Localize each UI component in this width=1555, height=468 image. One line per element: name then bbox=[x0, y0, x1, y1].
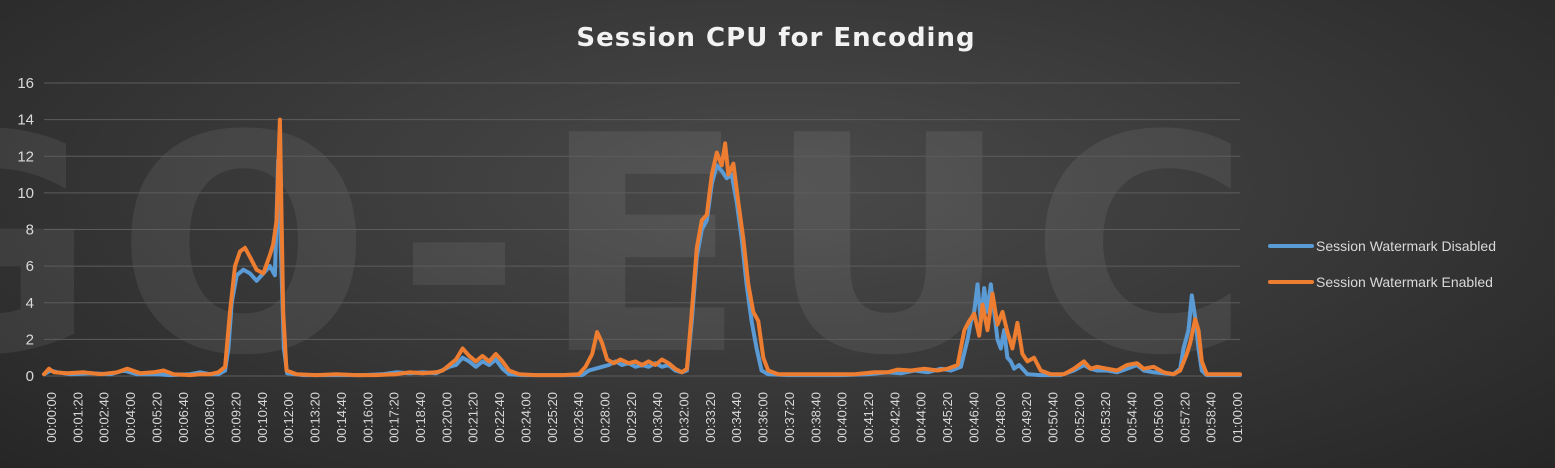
x-tick-label: 00:16:00 bbox=[360, 392, 375, 443]
y-axis-tick-labels: 0 2 4 6 8 10 12 14 16 bbox=[17, 75, 34, 385]
x-tick-label: 00:48:00 bbox=[993, 392, 1008, 443]
x-tick-label: 00:54:40 bbox=[1125, 392, 1140, 443]
y-tick-label: 4 bbox=[26, 295, 34, 312]
x-tick-label: 00:10:40 bbox=[255, 392, 270, 443]
legend-label: Session Watermark Enabled bbox=[1316, 274, 1493, 290]
x-tick-label: 00:40:00 bbox=[835, 392, 850, 443]
x-tick-label: 00:01:20 bbox=[70, 392, 85, 443]
x-tick-label: 00:25:20 bbox=[545, 392, 560, 443]
x-tick-label: 00:21:20 bbox=[466, 392, 481, 443]
x-tick-label: 00:34:40 bbox=[729, 392, 744, 443]
x-tick-label: 00:00:00 bbox=[44, 392, 59, 443]
x-tick-label: 00:53:20 bbox=[1098, 392, 1113, 443]
x-tick-label: 00:50:40 bbox=[1046, 392, 1061, 443]
x-tick-label: 00:46:40 bbox=[966, 392, 981, 443]
x-tick-label: 00:33:20 bbox=[703, 392, 718, 443]
x-tick-label: 00:37:20 bbox=[782, 392, 797, 443]
x-tick-label: 00:24:00 bbox=[518, 392, 533, 443]
x-tick-label: 00:18:40 bbox=[413, 392, 428, 443]
x-tick-label: 00:41:20 bbox=[861, 392, 876, 443]
x-tick-label: 00:14:40 bbox=[334, 392, 349, 443]
x-tick-label: 00:04:00 bbox=[123, 392, 138, 443]
x-tick-label: 00:06:40 bbox=[176, 392, 191, 443]
y-tick-label: 8 bbox=[26, 222, 34, 239]
x-tick-label: 00:28:00 bbox=[597, 392, 612, 443]
x-tick-label: 00:08:00 bbox=[202, 392, 217, 443]
y-tick-label: 0 bbox=[26, 368, 34, 385]
x-tick-label: 00:42:40 bbox=[887, 392, 902, 443]
x-tick-label: 00:29:20 bbox=[624, 392, 639, 443]
x-tick-label: 00:32:00 bbox=[677, 392, 692, 443]
x-tick-label: 00:17:20 bbox=[387, 392, 402, 443]
x-tick-label: 00:26:40 bbox=[571, 392, 586, 443]
x-tick-label: 00:20:00 bbox=[439, 392, 454, 443]
legend: Session Watermark Disabled Session Waterm… bbox=[1268, 238, 1496, 290]
x-tick-label: 00:12:00 bbox=[281, 392, 296, 443]
legend-label: Session Watermark Disabled bbox=[1316, 238, 1496, 254]
series-lines bbox=[42, 117, 1242, 378]
x-tick-label: 00:38:40 bbox=[808, 392, 823, 443]
series-line-2 bbox=[42, 117, 1242, 378]
x-tick-label: 00:05:20 bbox=[149, 392, 164, 443]
x-tick-label: 00:13:20 bbox=[308, 392, 323, 443]
x-tick-label: 00:44:00 bbox=[914, 392, 929, 443]
gridlines bbox=[44, 82, 1240, 377]
x-tick-label: 00:36:00 bbox=[756, 392, 771, 443]
x-tick-label: 01:00:00 bbox=[1230, 392, 1245, 443]
y-tick-label: 2 bbox=[26, 331, 34, 348]
x-tick-label: 00:57:20 bbox=[1177, 392, 1192, 443]
x-axis-tick-labels: 00:00:00 00:01:20 00:02:40 00:04:00 00:05:20… bbox=[44, 392, 1245, 443]
x-tick-label: 00:52:00 bbox=[1072, 392, 1087, 443]
x-tick-label: 00:09:20 bbox=[228, 392, 243, 443]
x-tick-label: 00:56:00 bbox=[1151, 392, 1166, 443]
x-tick-label: 00:58:40 bbox=[1204, 392, 1219, 443]
x-tick-label: 00:22:40 bbox=[492, 392, 507, 443]
y-tick-label: 14 bbox=[17, 112, 34, 129]
x-tick-label: 00:30:40 bbox=[650, 392, 665, 443]
chart-title: Session CPU for Encoding bbox=[576, 23, 975, 53]
y-tick-label: 16 bbox=[17, 75, 34, 92]
x-tick-label: 00:02:40 bbox=[97, 392, 112, 443]
y-tick-label: 10 bbox=[17, 185, 34, 202]
x-tick-label: 00:45:20 bbox=[940, 392, 955, 443]
y-tick-label: 12 bbox=[17, 148, 34, 165]
y-tick-label: 6 bbox=[26, 258, 34, 275]
x-tick-label: 00:49:20 bbox=[1019, 392, 1034, 443]
